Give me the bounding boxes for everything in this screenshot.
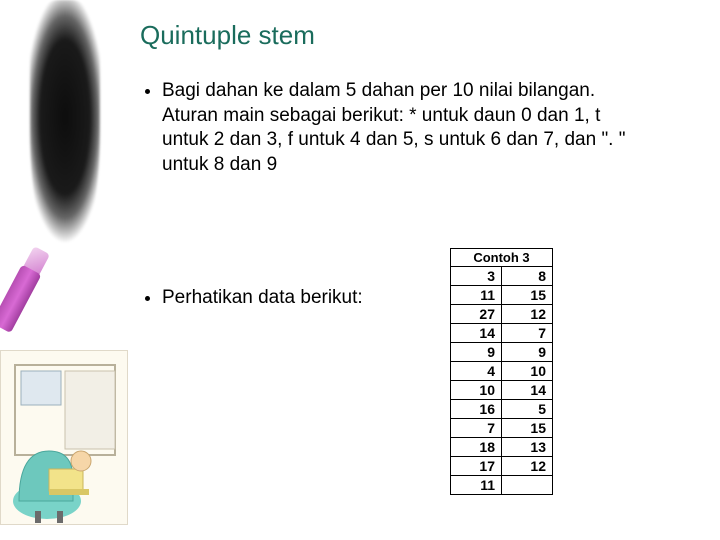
bullet-item: Perhatikan data berikut: (162, 286, 363, 311)
cell: 11 (451, 286, 502, 305)
table-row: 1115 (451, 286, 553, 305)
cell: 8 (502, 267, 553, 286)
table-row: 99 (451, 343, 553, 362)
cell: 15 (502, 286, 553, 305)
bullet-list-2: Perhatikan data berikut: (140, 286, 363, 345)
illustration-reading (0, 350, 128, 525)
table-row: 11 (451, 476, 553, 495)
cell: 10 (451, 381, 502, 400)
cell (502, 476, 553, 495)
table-row: 1813 (451, 438, 553, 457)
table-row: 147 (451, 324, 553, 343)
cell: 4 (451, 362, 502, 381)
data-table: Contoh 3 38 1115 2712 147 99 410 1014 16… (450, 248, 553, 495)
table-row: 1712 (451, 457, 553, 476)
cell: 10 (502, 362, 553, 381)
cell: 13 (502, 438, 553, 457)
cell: 7 (502, 324, 553, 343)
table-row: 2712 (451, 305, 553, 324)
cell: 17 (451, 457, 502, 476)
cell: 5 (502, 400, 553, 419)
data-table-wrap: Contoh 3 38 1115 2712 147 99 410 1014 16… (450, 248, 553, 495)
bullet-item: Bagi dahan ke dalam 5 dahan per 10 nilai… (162, 79, 632, 178)
left-decoration (0, 0, 120, 540)
brush-stroke (30, 0, 100, 260)
cell: 12 (502, 305, 553, 324)
table-row: 1014 (451, 381, 553, 400)
cell: 11 (451, 476, 502, 495)
cell: 9 (502, 343, 553, 362)
cell: 14 (451, 324, 502, 343)
cell: 15 (502, 419, 553, 438)
slide-content: Quintuple stem Bagi dahan ke dalam 5 dah… (140, 20, 708, 212)
chalk-stick (0, 244, 54, 336)
table-row: 165 (451, 400, 553, 419)
cell: 14 (502, 381, 553, 400)
cell: 7 (451, 419, 502, 438)
table-row: 38 (451, 267, 553, 286)
bullet-list: Bagi dahan ke dalam 5 dahan per 10 nilai… (140, 79, 708, 178)
cell: 18 (451, 438, 502, 457)
cell: 9 (451, 343, 502, 362)
table-row: 715 (451, 419, 553, 438)
cell: 16 (451, 400, 502, 419)
slide-title: Quintuple stem (140, 20, 708, 51)
cell: 3 (451, 267, 502, 286)
cell: 12 (502, 457, 553, 476)
table-row: 410 (451, 362, 553, 381)
cell: 27 (451, 305, 502, 324)
table-header: Contoh 3 (451, 249, 553, 267)
